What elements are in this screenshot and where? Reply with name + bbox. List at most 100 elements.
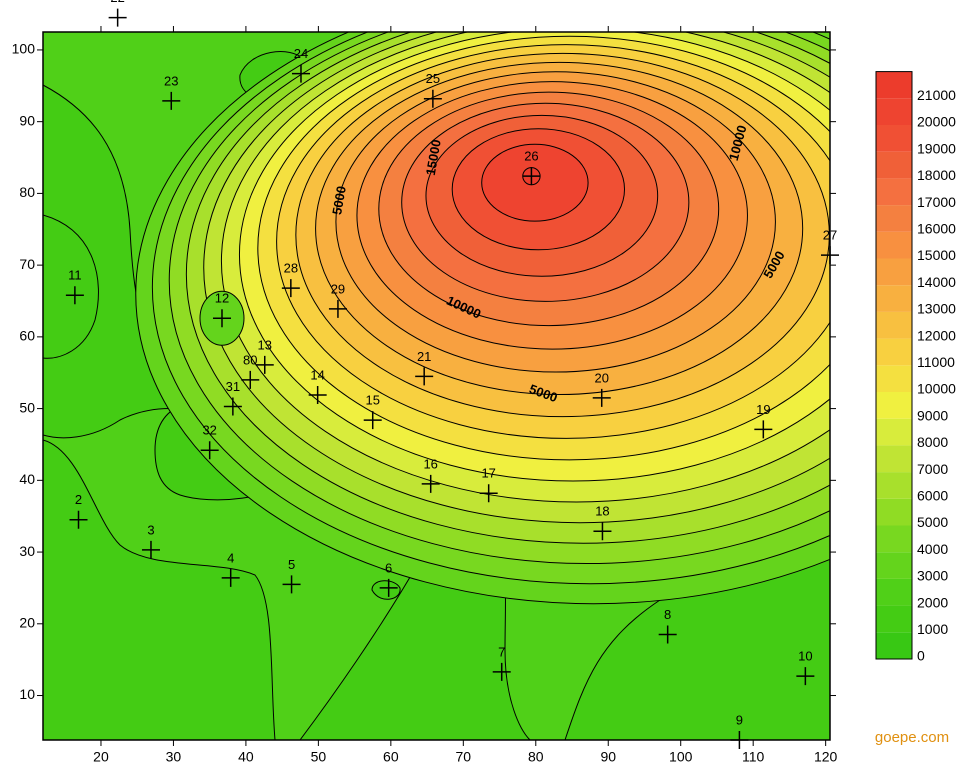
low-region: [371, 580, 401, 600]
colorbar-band: [876, 125, 912, 152]
well-label: 3: [147, 522, 154, 537]
well-marker: [328, 299, 347, 318]
well-marker: [241, 370, 260, 389]
well-marker: [415, 367, 434, 386]
colorbar-band: [876, 498, 912, 526]
colorbar-band: [876, 578, 912, 606]
y-tick-label: 30: [19, 543, 35, 559]
colorbar-band: [876, 151, 912, 179]
well-marker: [223, 397, 242, 416]
colorbar-band: [876, 231, 912, 259]
well-label: 25: [426, 71, 440, 86]
y-tick-label: 70: [19, 256, 35, 272]
colorbar-band: [876, 525, 912, 553]
well-marker: [308, 385, 327, 404]
colorbar-band: [876, 392, 912, 419]
well-marker: [363, 411, 382, 430]
x-tick-label: 90: [600, 749, 616, 765]
colorbar-band: [876, 205, 912, 232]
colorbar-label: 9000: [917, 407, 948, 423]
well-label: 29: [331, 281, 345, 296]
well-label: 13: [258, 337, 272, 352]
contour-label: 15000: [423, 138, 444, 176]
colorbar-band: [876, 258, 912, 286]
colorbar-label: 3000: [917, 568, 948, 584]
well-marker: [423, 89, 442, 108]
well-label: 6: [385, 560, 392, 575]
well-label: 10: [798, 649, 812, 664]
colorbar-label: 4000: [917, 541, 948, 557]
y-tick-label: 80: [19, 184, 35, 200]
well-label: 5: [288, 557, 295, 572]
x-tick-label: 120: [814, 749, 838, 765]
colorbar-band: [876, 605, 912, 633]
well-marker: [492, 662, 511, 681]
well-marker: [754, 420, 773, 439]
colorbar-label: 5000: [917, 514, 948, 530]
colorbar-label: 17000: [917, 194, 956, 210]
well-label: 8: [664, 607, 671, 622]
well-label: 28: [284, 261, 298, 276]
well-label: 15: [365, 393, 379, 408]
well-label: 20: [594, 370, 608, 385]
colorbar-band: [876, 472, 912, 499]
well-label: 19: [756, 402, 770, 417]
well-label: 21: [417, 349, 431, 364]
x-tick-label: 40: [238, 749, 254, 765]
x-tick-label: 20: [93, 749, 109, 765]
colorbar-label: 21000: [917, 87, 956, 103]
x-tick-label: 60: [383, 749, 399, 765]
colorbar-label: 0: [917, 648, 925, 664]
y-tick-label: 20: [19, 614, 35, 630]
well-marker: [796, 667, 815, 686]
well-label: 27: [823, 228, 837, 243]
well-marker: [479, 484, 498, 503]
colorbar-label: 12000: [917, 327, 956, 343]
well-label: 24: [294, 46, 308, 61]
colorbar-band: [876, 552, 912, 579]
well-label: 11: [68, 268, 82, 283]
x-tick-label: 30: [166, 749, 182, 765]
plot-frame: [42, 31, 831, 741]
x-tick-label: 50: [311, 749, 327, 765]
colorbar-band: [876, 311, 912, 339]
colorbar-label: 15000: [917, 247, 956, 263]
colorbar-label: 1000: [917, 621, 948, 637]
well-marker: [522, 167, 541, 186]
well-marker: [212, 309, 231, 328]
colorbar-band: [876, 71, 912, 99]
well-label: 31: [226, 379, 240, 394]
well-label: 22: [110, 0, 124, 5]
well-label: 18: [595, 504, 609, 519]
well-marker: [730, 731, 749, 749]
y-tick-label: 60: [19, 328, 35, 344]
well-marker: [593, 522, 612, 541]
colorbar-band: [876, 285, 912, 312]
well-label: 23: [164, 73, 178, 88]
well-marker: [379, 578, 398, 597]
well-label: 26: [524, 149, 538, 164]
well-marker: [69, 510, 88, 529]
colorbar-band: [876, 445, 912, 473]
colorbar-label: 8000: [917, 434, 948, 450]
well-label: 2: [75, 492, 82, 507]
well-marker: [291, 64, 310, 83]
well-label: 16: [423, 456, 437, 471]
well-marker: [282, 575, 301, 594]
low-region: [43, 439, 276, 740]
colorbar-label: 16000: [917, 221, 956, 237]
well-label: 12: [215, 291, 229, 306]
colorbar-label: 10000: [917, 381, 956, 397]
well-marker: [592, 388, 611, 407]
x-tick-label: 70: [456, 749, 472, 765]
well-marker: [821, 246, 839, 265]
y-tick-label: 50: [19, 399, 35, 415]
colorbar-label: 13000: [917, 301, 956, 317]
contour-label: 5000: [329, 185, 349, 216]
well-marker: [281, 279, 300, 298]
y-tick-label: 10: [19, 686, 35, 702]
well-label: 80: [243, 352, 257, 367]
colorbar-label: 14000: [917, 274, 956, 290]
